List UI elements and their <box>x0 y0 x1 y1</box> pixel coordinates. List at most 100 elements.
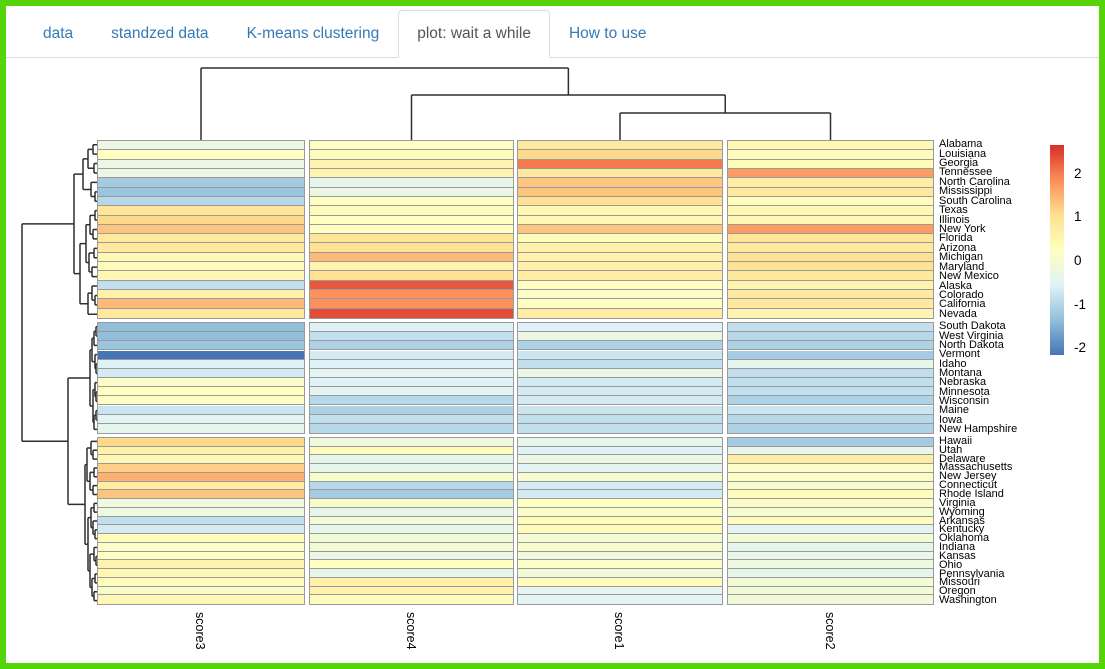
row-label: Texas <box>939 204 968 217</box>
heatmap-cell <box>518 308 722 318</box>
heatmap-cell <box>310 299 513 309</box>
heatmap-cell <box>518 534 722 543</box>
heatmap-cell <box>310 455 513 465</box>
heatmap-block <box>97 437 305 605</box>
heatmap-cell <box>518 490 722 500</box>
heatmap-cell <box>728 534 933 543</box>
heatmap-cell <box>98 577 304 587</box>
heatmap-block <box>727 322 934 434</box>
row-label: Iowa <box>939 413 963 426</box>
heatmap-cell <box>98 178 304 188</box>
heatmap-cell <box>728 378 933 388</box>
heatmap-cell <box>98 542 304 552</box>
legend-tick-label: -1 <box>1074 296 1087 312</box>
row-label: Nevada <box>939 307 977 320</box>
tab-plot-wait-a-while[interactable]: plot: wait a while <box>398 10 550 58</box>
heatmap-cell <box>310 341 513 351</box>
row-label: Rhode Island <box>939 487 1004 500</box>
column-label: score1 <box>612 612 626 650</box>
heatmap-cell <box>98 215 304 225</box>
row-label: Tennessee <box>939 166 993 179</box>
heatmap-cell <box>310 323 513 333</box>
row-label: Illinois <box>939 213 970 226</box>
heatmap-cell <box>518 387 722 397</box>
heatmap-cell <box>518 187 722 197</box>
tab-how-to-use[interactable]: How to use <box>568 25 647 42</box>
heatmap-cell <box>98 499 304 508</box>
heatmap-cell <box>728 499 933 508</box>
heatmap-cell <box>310 499 513 508</box>
heatmap-cell <box>98 455 304 465</box>
heatmap-cell <box>310 350 513 360</box>
column-label: score3 <box>193 612 207 650</box>
heatmap-cell <box>310 280 513 291</box>
heatmap-cell <box>98 141 304 151</box>
tab-k-means-clustering[interactable]: K-means clustering <box>246 25 380 42</box>
heatmap-cell <box>728 215 933 225</box>
row-label: Florida <box>939 232 973 245</box>
heatmap-cell <box>728 542 933 552</box>
heatmap-cell <box>98 159 304 169</box>
heatmap-cell <box>98 438 304 447</box>
row-label: Georgia <box>939 157 979 170</box>
heatmap-cell <box>310 481 513 491</box>
row-label: New Jersey <box>939 470 997 483</box>
heatmap-cell <box>98 168 304 179</box>
heatmap-cell <box>518 280 722 291</box>
heatmap-cell <box>518 141 722 151</box>
heatmap-cell <box>728 507 933 517</box>
heatmap-cell <box>518 525 722 535</box>
tab-data[interactable]: data <box>43 25 74 42</box>
heatmap-cell <box>518 472 722 482</box>
heatmap-cell <box>310 423 513 433</box>
heatmap-cell <box>310 378 513 388</box>
heatmap-cell <box>310 516 513 526</box>
heatmap-cell <box>98 243 304 253</box>
heatmap-cell <box>98 414 304 424</box>
heatmap-cell <box>728 359 933 369</box>
heatmap-cell <box>518 243 722 253</box>
heatmap-cell <box>728 481 933 491</box>
heatmap-cell <box>98 290 304 300</box>
heatmap-cell <box>518 595 722 604</box>
heatmap-cell <box>310 234 513 244</box>
heatmap-cell <box>98 150 304 160</box>
heatmap-cell <box>728 178 933 188</box>
heatmap-cell <box>728 423 933 433</box>
heatmap-cell <box>518 234 722 244</box>
heatmap-cell <box>98 481 304 491</box>
heatmap-cell <box>518 224 722 235</box>
heatmap-cell <box>518 150 722 160</box>
heatmap-cell <box>98 551 304 561</box>
heatmap-block <box>309 140 514 319</box>
heatmap-cell <box>728 187 933 197</box>
heatmap-cell <box>518 481 722 491</box>
heatmap-cell <box>310 178 513 188</box>
row-label: California <box>939 298 986 311</box>
heatmap-cell <box>518 206 722 216</box>
row-label: Louisiana <box>939 147 987 160</box>
tab-standzed-data[interactable]: standzed data <box>111 25 209 42</box>
row-label: Missouri <box>939 576 980 589</box>
heatmap-cell <box>728 243 933 253</box>
heatmap-cell <box>518 378 722 388</box>
row-label: Alaska <box>939 279 973 292</box>
heatmap-cell <box>518 262 722 272</box>
heatmap-cell <box>728 308 933 318</box>
row-label: Indiana <box>939 541 976 554</box>
row-label: West Virginia <box>939 329 1004 342</box>
heatmap-cell <box>98 224 304 235</box>
heatmap-cell <box>98 368 304 378</box>
row-label: Maryland <box>939 260 985 273</box>
row-label: Vermont <box>939 348 980 361</box>
heatmap-cell <box>98 350 304 360</box>
heatmap-cell <box>310 569 513 578</box>
row-label: North Carolina <box>939 175 1010 188</box>
heatmap-cell <box>98 378 304 388</box>
heatmap-cell <box>728 595 933 604</box>
row-label: Alabama <box>939 138 983 151</box>
heatmap-cell <box>98 206 304 216</box>
heatmap-cell <box>518 178 722 188</box>
heatmap-cell <box>728 271 933 281</box>
heatmap-cell <box>728 560 933 570</box>
